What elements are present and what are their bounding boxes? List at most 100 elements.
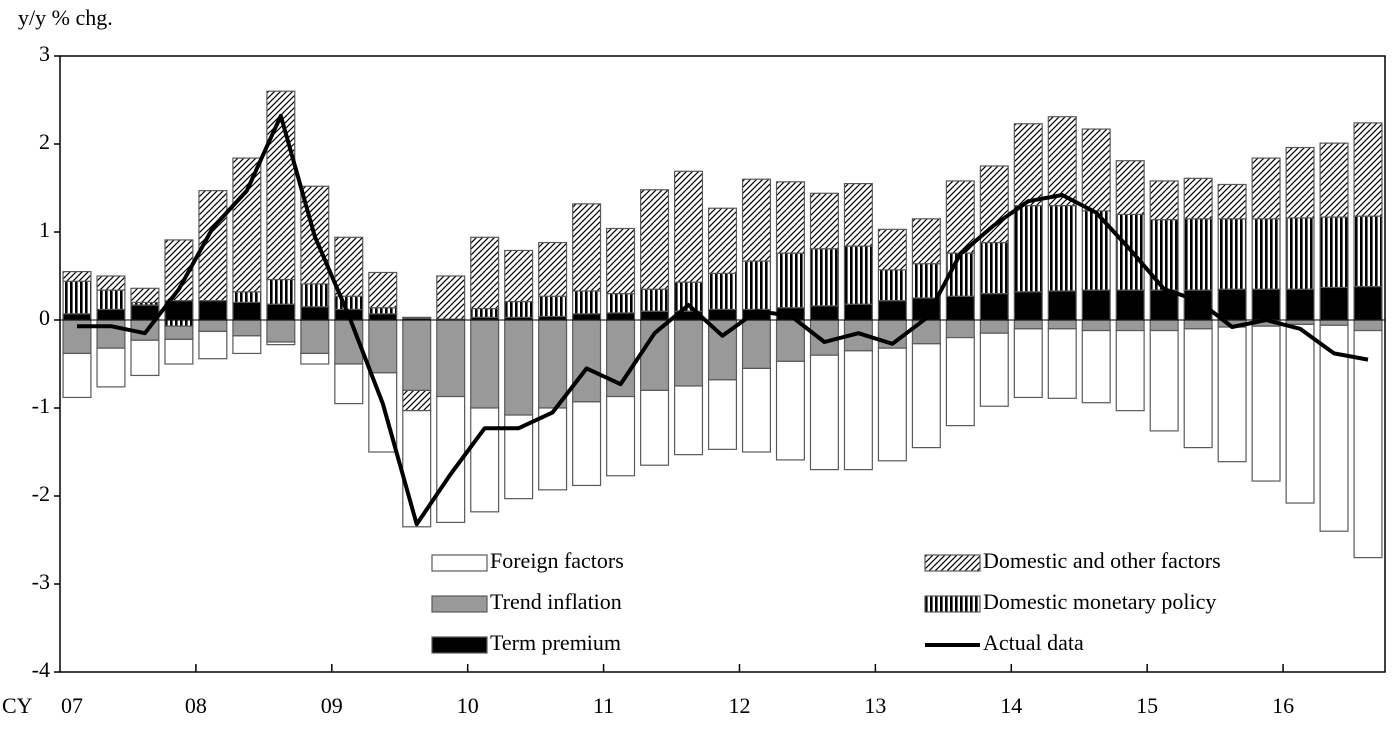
bar-segment xyxy=(640,288,670,312)
bar-segment xyxy=(1183,319,1213,330)
bar-segment xyxy=(402,316,432,319)
bar-segment xyxy=(1251,157,1281,220)
bar-segment xyxy=(775,181,805,254)
bar-segment xyxy=(1319,286,1349,321)
bar-segment xyxy=(741,367,772,453)
bar-segment xyxy=(741,319,772,370)
bar-segment xyxy=(198,300,228,321)
bar-segment xyxy=(232,319,262,337)
bar-segment xyxy=(470,236,500,310)
bar-segment xyxy=(402,389,432,412)
bar-segment xyxy=(300,306,330,321)
bar-segment xyxy=(741,178,772,262)
bar-segment xyxy=(606,395,636,477)
bar-segment xyxy=(198,319,228,333)
bar-segment xyxy=(945,337,975,427)
bar-segment xyxy=(1353,319,1383,332)
bar-segment xyxy=(572,313,602,321)
bar-segment xyxy=(945,319,975,339)
bar-segment xyxy=(1013,328,1043,399)
bar-segment xyxy=(96,347,126,388)
bar-segment xyxy=(1319,216,1349,289)
bar-segment xyxy=(300,319,330,355)
bar-segment xyxy=(877,269,907,302)
bar-segment xyxy=(334,295,364,311)
bar-segment xyxy=(198,330,228,360)
x-tick-label: 10 xyxy=(457,693,479,718)
bar-segment xyxy=(843,303,873,321)
bar-segment xyxy=(538,241,568,297)
bar-segment xyxy=(164,325,194,340)
bar-segment xyxy=(1047,205,1077,292)
legend-swatch xyxy=(431,554,488,572)
bar-segment xyxy=(775,319,805,362)
bar-segment xyxy=(62,280,92,315)
legend-label: Foreign factors xyxy=(490,548,624,573)
bar-segment xyxy=(572,290,602,315)
legend-label: Trend inflation xyxy=(490,589,622,614)
legend-swatch xyxy=(924,554,981,572)
bar-segment xyxy=(1285,319,1315,326)
bar-segment xyxy=(1183,177,1213,220)
bar-segment xyxy=(266,303,296,321)
bar-segment xyxy=(843,350,873,471)
bar-segment xyxy=(1285,146,1315,219)
bar-segment xyxy=(1217,183,1247,220)
bar-segment xyxy=(945,180,975,254)
bar-segment xyxy=(572,319,602,403)
bar-segment xyxy=(62,271,92,282)
y-tick-label: -3 xyxy=(32,569,50,594)
bar-segment xyxy=(504,249,534,303)
bar-segment xyxy=(1081,319,1111,332)
y-tick-label: -1 xyxy=(32,393,50,418)
bar-segment xyxy=(877,228,907,271)
bar-segment xyxy=(470,407,500,513)
bar-segment xyxy=(1115,319,1145,332)
bar-segment xyxy=(640,310,670,321)
bar-segment xyxy=(1149,329,1179,432)
bar-segment xyxy=(1183,289,1213,321)
legend-label: Term premium xyxy=(490,630,621,655)
bar-segment xyxy=(1149,289,1179,321)
bar-segment xyxy=(538,295,568,318)
bar-segment xyxy=(741,260,772,311)
x-tick-label: 07 xyxy=(61,693,83,718)
bar-segment xyxy=(130,287,160,304)
bar-segment xyxy=(877,300,907,321)
bar-segment xyxy=(504,300,534,318)
bar-segment xyxy=(130,339,160,377)
bar-segment xyxy=(1251,325,1281,482)
bar-segment xyxy=(673,319,704,387)
bar-segment xyxy=(572,401,602,487)
bar-segment xyxy=(1285,288,1315,321)
bar-segment xyxy=(1353,122,1383,217)
bar-segment xyxy=(843,183,873,247)
bar-segment xyxy=(606,312,636,321)
bar-segment xyxy=(775,360,805,461)
y-tick-label: -2 xyxy=(32,481,50,506)
bar-segment xyxy=(232,157,262,293)
bar-segment xyxy=(368,307,398,315)
bar-segment xyxy=(979,165,1009,244)
bar-segment xyxy=(843,245,873,305)
bar-segment xyxy=(1319,324,1349,532)
bar-segment xyxy=(640,319,670,392)
bar-segment xyxy=(232,291,262,303)
bar-segment xyxy=(1285,217,1315,290)
legend-label: Actual data xyxy=(983,630,1084,655)
bar-segment xyxy=(809,305,839,321)
legend-swatch xyxy=(431,636,488,654)
x-tick-label: 14 xyxy=(1000,693,1022,718)
bar-segment xyxy=(809,192,839,250)
bar-segment xyxy=(504,319,534,416)
bar-segment xyxy=(368,271,398,309)
bar-segment xyxy=(945,295,975,321)
bar-segment xyxy=(1013,291,1043,321)
bar-segment xyxy=(1353,215,1383,288)
bar-segment xyxy=(232,335,262,355)
bar-segment xyxy=(911,218,941,265)
bar-segment xyxy=(96,289,126,311)
x-axis-label: CY xyxy=(2,693,33,718)
x-tick-label: 16 xyxy=(1272,693,1294,718)
